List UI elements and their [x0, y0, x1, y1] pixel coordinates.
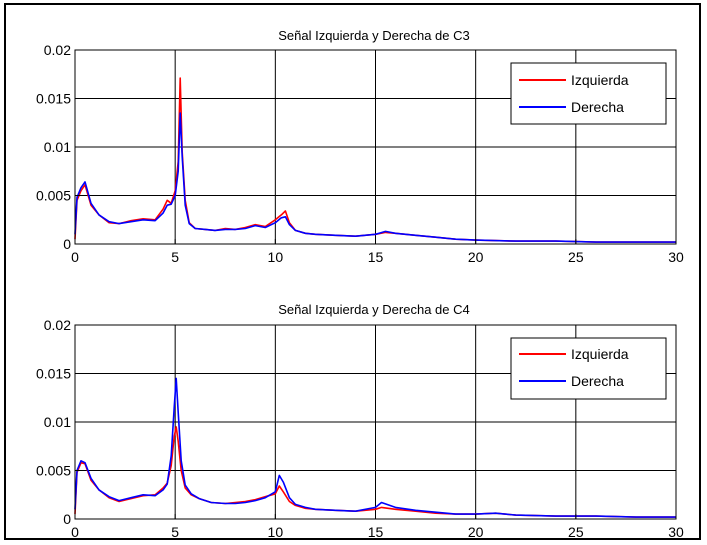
x-tick-label: 25 — [568, 524, 584, 540]
x-tick-label: 15 — [368, 249, 384, 265]
series-line-derecha — [74, 377, 676, 518]
series-line-derecha — [74, 112, 676, 243]
legend-label: Derecha — [571, 99, 624, 115]
y-tick-label: 0.005 — [36, 463, 71, 479]
x-tick-label: 0 — [71, 249, 79, 265]
y-tick-label: 0.015 — [36, 91, 71, 107]
x-tick-label: 10 — [268, 249, 284, 265]
x-tick-label: 5 — [171, 524, 179, 540]
x-tick-label: 10 — [268, 524, 284, 540]
legend: Izquierda Derecha — [510, 337, 667, 400]
y-tick-label: 0 — [63, 236, 71, 252]
y-tick-label: 0 — [63, 511, 71, 527]
legend-label: Izquierda — [571, 346, 629, 362]
x-tick-label: 15 — [368, 524, 384, 540]
x-tick-label: 20 — [468, 249, 484, 265]
x-tick-label: 5 — [171, 249, 179, 265]
y-tick-label: 0.01 — [44, 139, 71, 155]
chart-title: Señal Izquierda y Derecha de C3 — [278, 28, 470, 43]
series-group — [74, 77, 676, 243]
chart-title: Señal Izquierda y Derecha de C4 — [278, 302, 470, 317]
x-tick-label: 25 — [568, 249, 584, 265]
x-tick-label: 30 — [668, 249, 684, 265]
subplot-c3: Señal Izquierda y Derecha de C3 0 5 10 15 20… — [36, 28, 684, 265]
axis-ticks: 0 5 10 15 20 25 30 0 0.005 0.01 0.015 0.02 — [36, 42, 684, 265]
x-tick-label: 20 — [468, 524, 484, 540]
y-tick-label: 0.015 — [36, 366, 71, 382]
subplot-c4: Señal Izquierda y Derecha de C4 0 5 10 15 20… — [36, 302, 684, 540]
y-tick-label: 0.01 — [44, 414, 71, 430]
legend-box — [510, 62, 667, 125]
series-group — [74, 377, 676, 518]
x-tick-label: 30 — [668, 524, 684, 540]
series-line-izquierda — [74, 426, 676, 518]
axis-ticks: 0 5 10 15 20 25 30 0 0.005 0.01 0.015 0.02 — [36, 317, 684, 540]
legend-label: Izquierda — [571, 72, 629, 88]
y-tick-label: 0.005 — [36, 188, 71, 204]
legend-label: Derecha — [571, 373, 624, 389]
legend-box — [510, 337, 667, 400]
y-tick-label: 0.02 — [44, 317, 71, 333]
legend: Izquierda Derecha — [510, 62, 667, 125]
x-tick-label: 0 — [71, 524, 79, 540]
y-tick-label: 0.02 — [44, 42, 71, 58]
